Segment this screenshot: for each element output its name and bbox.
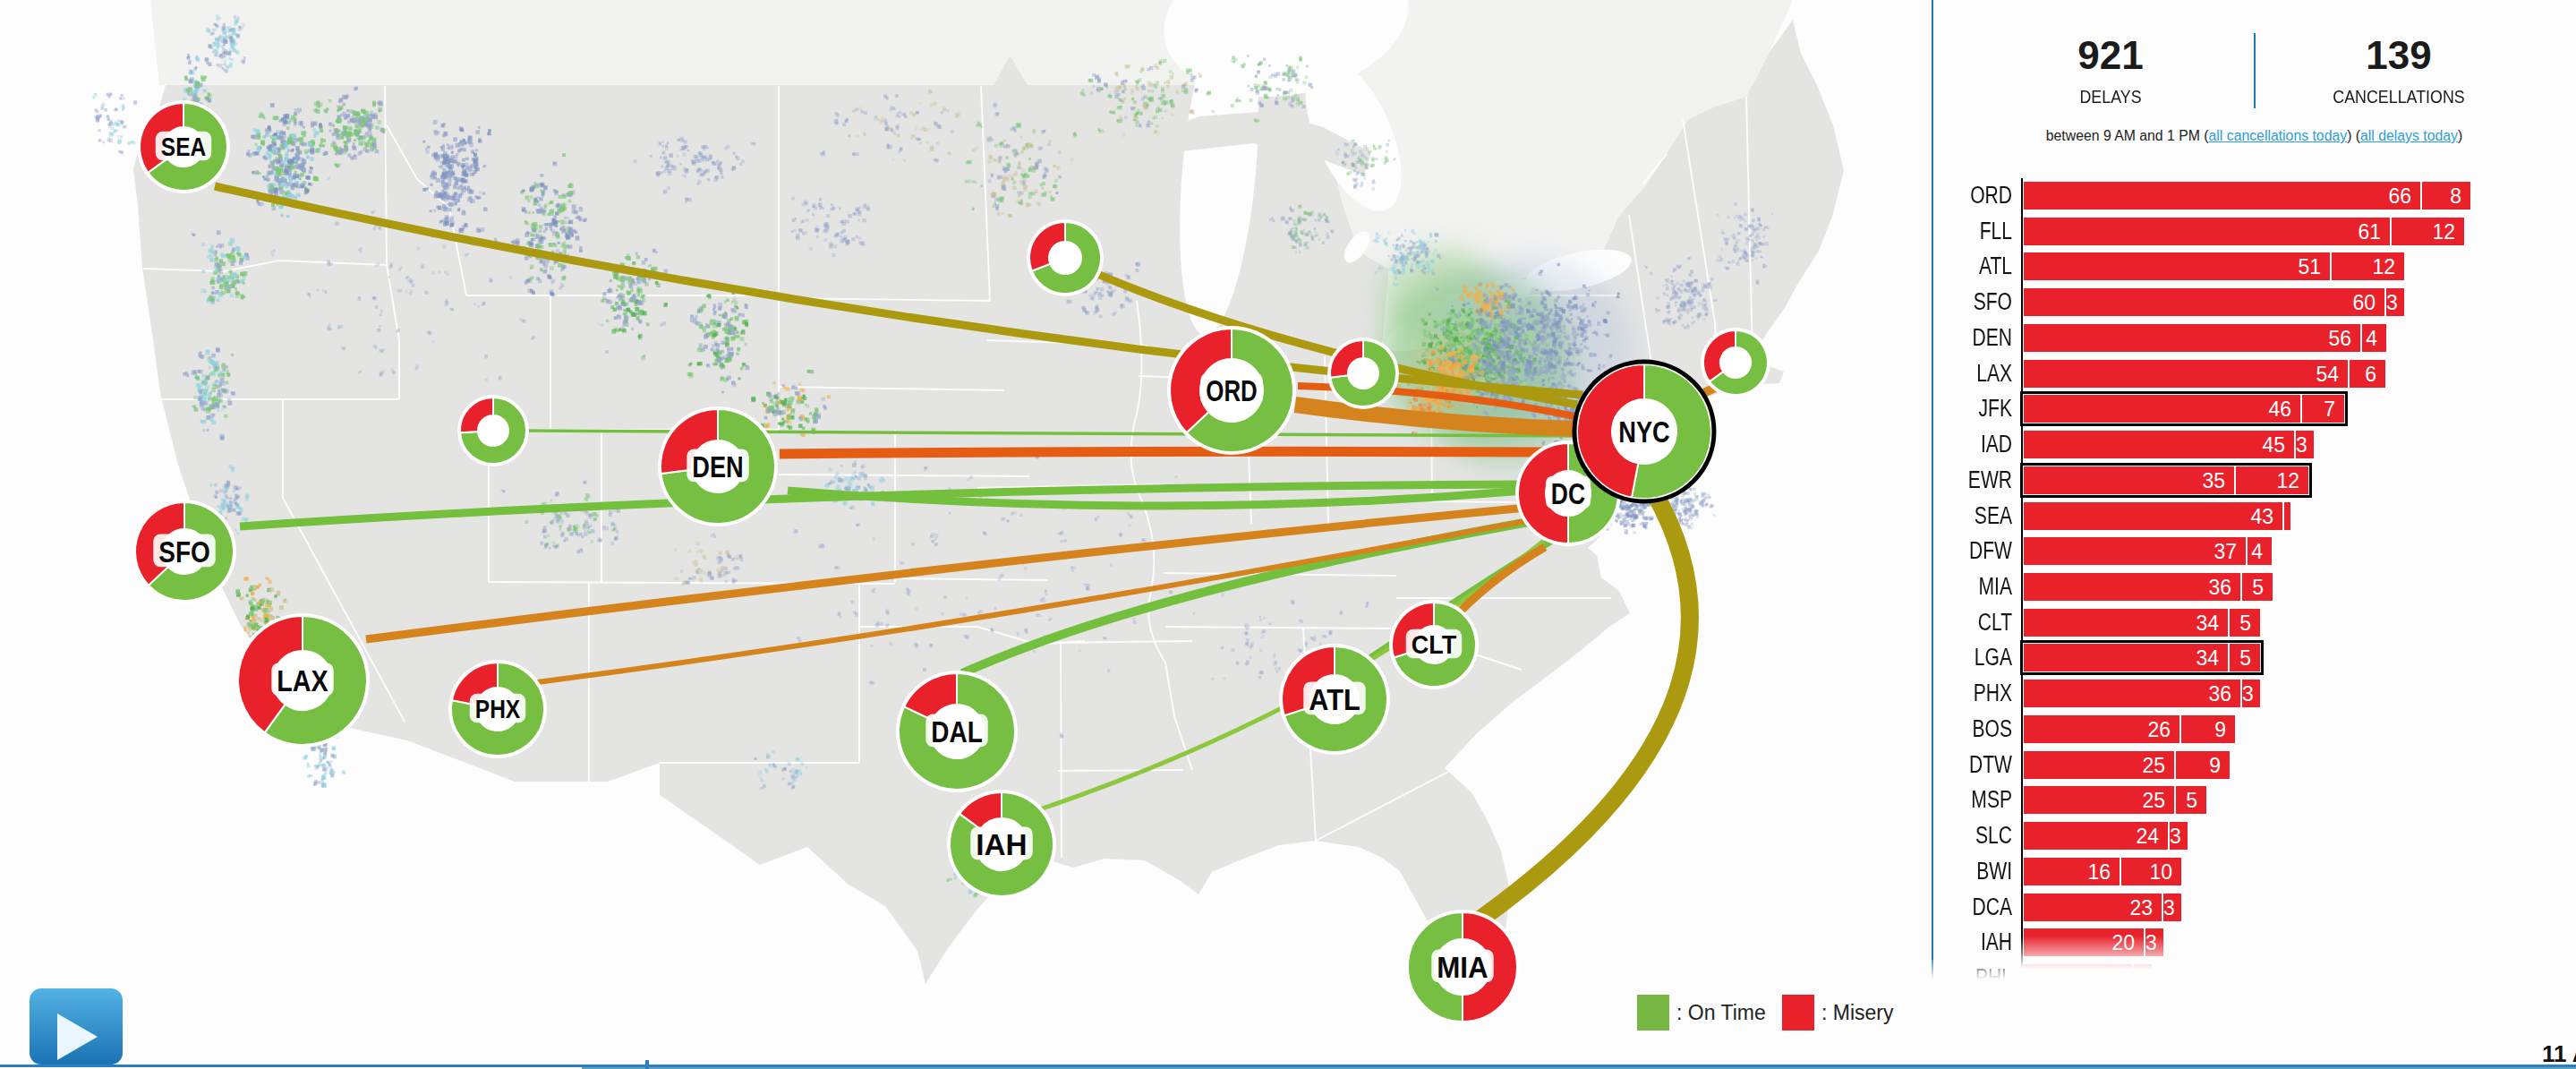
svg-text:ORD: ORD <box>1206 374 1257 407</box>
svg-text:LAX: LAX <box>277 664 328 697</box>
svg-text:DAL: DAL <box>931 715 982 748</box>
svg-text:NYC: NYC <box>1618 415 1669 449</box>
svg-text:DC: DC <box>1551 477 1585 510</box>
svg-text:ATL: ATL <box>1309 683 1360 716</box>
svg-text:PHX: PHX <box>475 695 521 723</box>
svg-text:MIA: MIA <box>1437 951 1488 984</box>
svg-text:DEN: DEN <box>692 450 743 483</box>
svg-text:SEA: SEA <box>161 133 206 161</box>
svg-text:CLT: CLT <box>1412 630 1457 659</box>
svg-text:SFO: SFO <box>158 535 209 569</box>
svg-text:IAH: IAH <box>976 828 1027 861</box>
